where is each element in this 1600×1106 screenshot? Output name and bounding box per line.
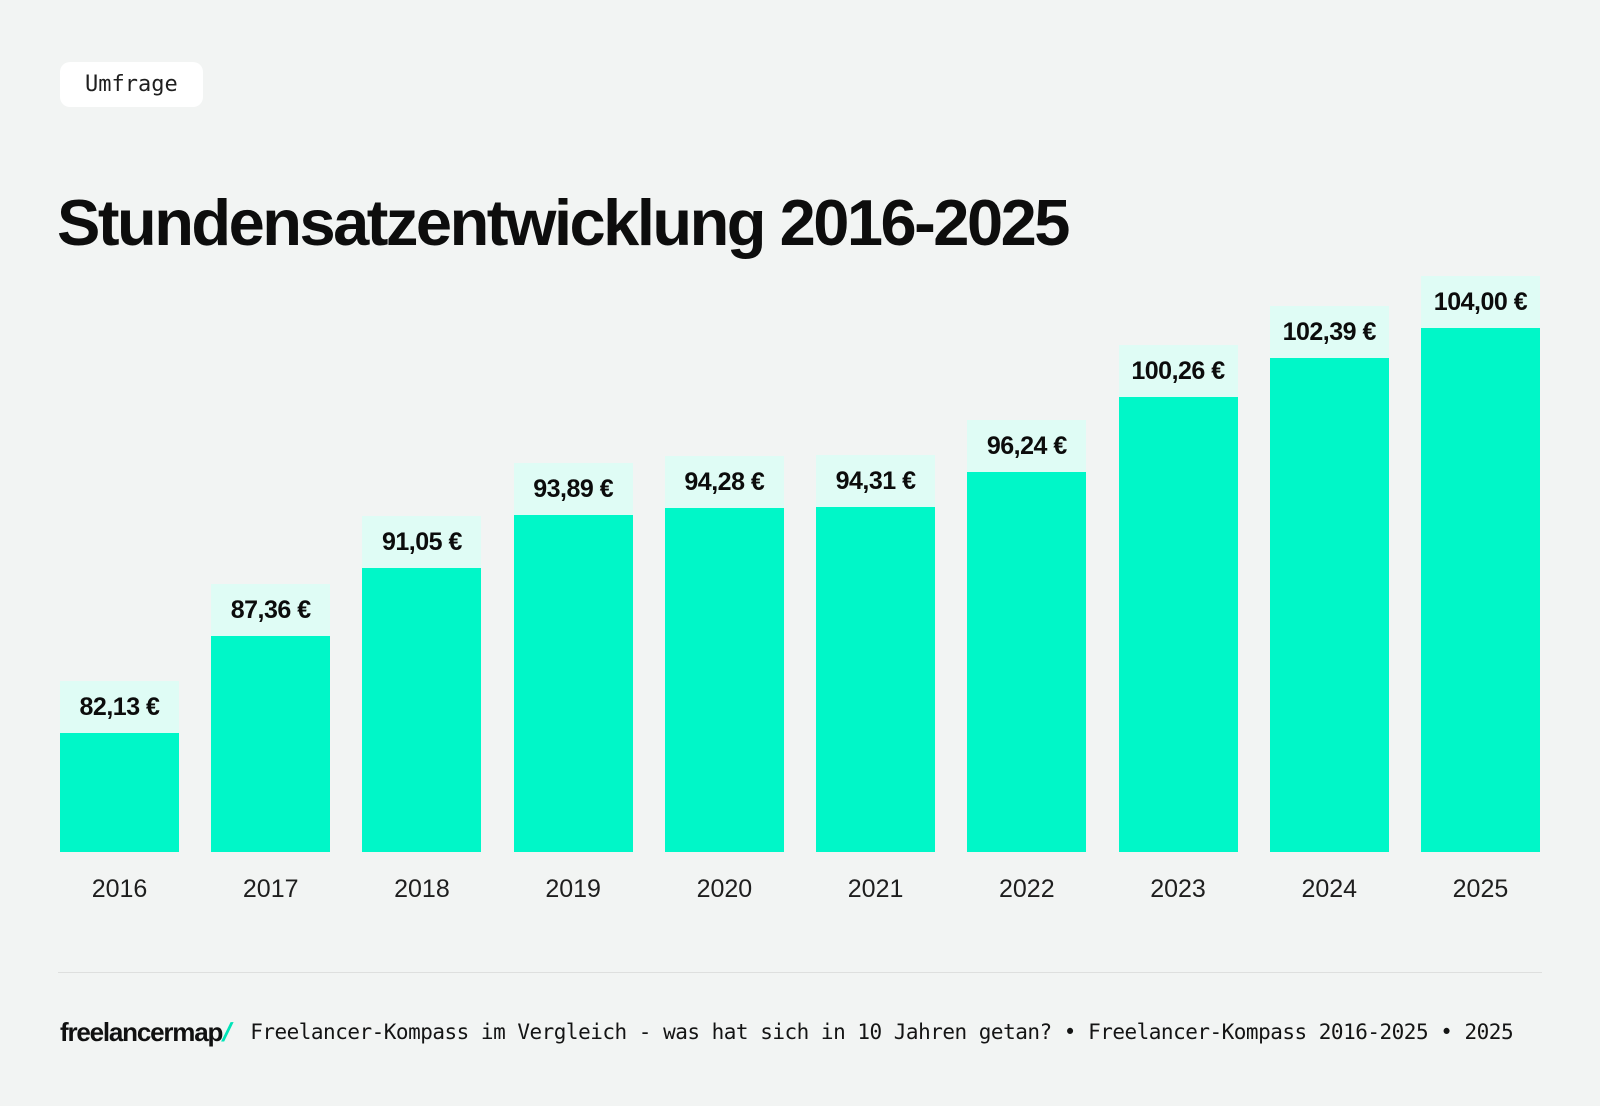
bar-group: 94,31 € xyxy=(816,455,936,852)
bar xyxy=(60,733,179,852)
footer-divider xyxy=(58,972,1542,973)
bar-group: 87,36 € xyxy=(211,584,331,852)
year-label: 2019 xyxy=(545,875,601,903)
year-label: 2022 xyxy=(999,875,1055,903)
year-label: 2025 xyxy=(1452,875,1509,903)
logo-slash-icon: / xyxy=(221,1016,231,1047)
value-chip: 87,36 € xyxy=(211,584,331,636)
value-chip: 82,13 € xyxy=(60,681,179,733)
year-label: 2016 xyxy=(91,875,148,903)
bar xyxy=(211,636,331,852)
logo-text: freelancermap xyxy=(60,1016,223,1047)
value-chip: 96,24 € xyxy=(967,420,1087,472)
bar xyxy=(664,508,784,852)
year-label: 2020 xyxy=(696,875,753,903)
bar-group: 94,28 € xyxy=(664,456,784,852)
bar xyxy=(1118,397,1238,852)
badge-label: Umfrage xyxy=(85,72,178,97)
bar-group: 93,89 € xyxy=(513,463,633,852)
value-chip: 94,31 € xyxy=(816,455,936,507)
bar xyxy=(362,568,482,852)
bar-chart: 82,13 € 87,36 € 91,05 € 93,89 € 94,28 € 94,31… xyxy=(60,276,1540,852)
bar-group: 91,05 € xyxy=(362,516,482,852)
page-title: Stundensatzentwicklung 2016-2025 xyxy=(57,185,1070,259)
bar-group: 96,24 € xyxy=(967,420,1087,852)
value-chip: 100,26 € xyxy=(1118,345,1238,397)
badge-umfrage: Umfrage xyxy=(60,62,203,107)
bar xyxy=(1269,358,1389,852)
value-chip: 94,28 € xyxy=(664,456,784,508)
year-axis: 2016 2017 2018 2019 2020 2021 2022 2023 2024 2025 xyxy=(60,872,1540,906)
year-label: 2024 xyxy=(1301,875,1358,903)
bar xyxy=(513,515,633,852)
bar-group: 102,39 € xyxy=(1269,306,1389,852)
freelancermap-logo: freelancermap / xyxy=(60,1016,231,1048)
bar-group: 104,00 € xyxy=(1420,276,1540,852)
value-chip: 93,89 € xyxy=(513,463,633,515)
year-label: 2023 xyxy=(1150,875,1206,903)
value-chip: 104,00 € xyxy=(1420,276,1540,328)
bar-group: 82,13 € xyxy=(60,681,179,852)
value-chip: 91,05 € xyxy=(362,516,482,568)
footer: freelancermap / Freelancer-Kompass im Ver… xyxy=(60,1012,1540,1052)
bar xyxy=(967,472,1087,852)
year-label: 2017 xyxy=(242,875,299,903)
bar xyxy=(1420,328,1540,852)
source-text: Freelancer-Kompass im Vergleich - was ha… xyxy=(250,1020,1514,1044)
year-label: 2018 xyxy=(394,875,450,903)
bar-group: 100,26 € xyxy=(1118,345,1238,852)
value-chip: 102,39 € xyxy=(1269,306,1389,358)
year-label: 2021 xyxy=(847,875,904,903)
bar xyxy=(816,507,936,852)
